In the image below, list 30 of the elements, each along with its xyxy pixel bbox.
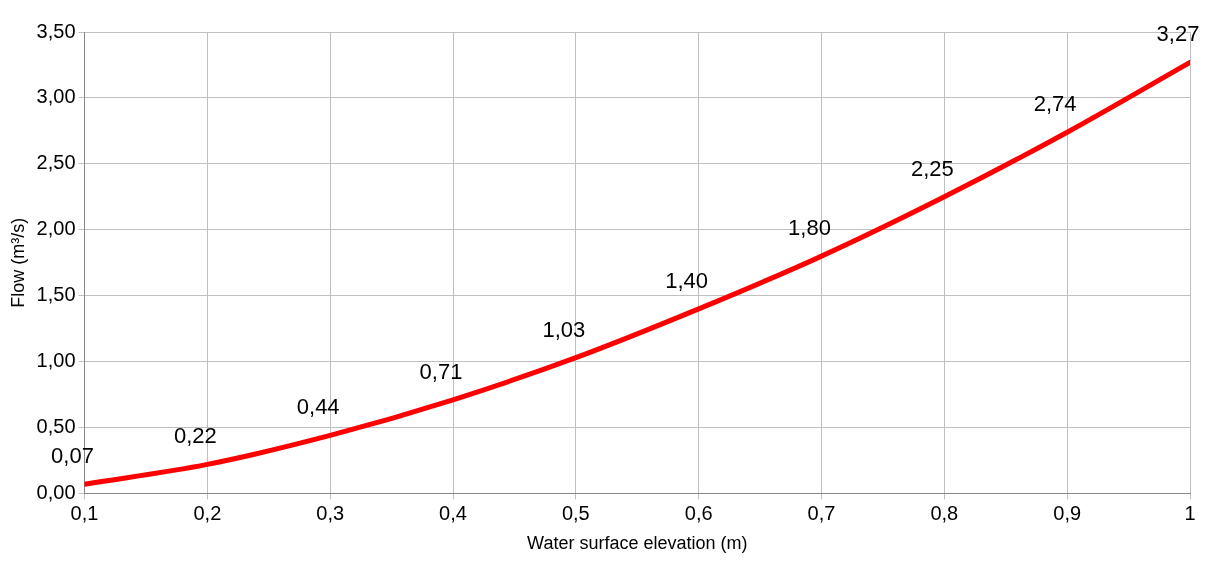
data-label: 1,80 [788, 215, 831, 241]
x-tick-label: 0,9 [1053, 501, 1082, 524]
x-tick-label: 0,1 [70, 501, 99, 524]
x-tick-label: 0,7 [807, 501, 836, 524]
data-label: 2,25 [910, 155, 954, 181]
data-label: 0,44 [296, 394, 340, 420]
data-label: 2,74 [1033, 91, 1077, 117]
data-label: 0,07 [51, 443, 94, 469]
y-tick-label: 0,50 [36, 415, 76, 437]
y-tick-label: 1,50 [36, 283, 76, 306]
x-tick-label: 0,6 [684, 501, 713, 524]
y-tick-label: 0,00 [36, 480, 76, 503]
x-tick-label: 0,5 [561, 501, 590, 524]
y-tick-label: 3,00 [36, 85, 76, 108]
y-tick-label: 2,00 [36, 217, 76, 240]
x-tick-label: 0,3 [316, 501, 345, 524]
data-label: 3,27 [1156, 21, 1200, 47]
x-tick-label: 0,8 [930, 501, 959, 524]
data-label: 1,40 [665, 267, 709, 293]
x-tick-label: 1 [1184, 501, 1196, 524]
data-label: 1,03 [542, 316, 586, 342]
x-axis-title: Water surface elevation (m) [527, 533, 748, 554]
y-tick-label: 1,00 [36, 349, 76, 372]
y-axis-title: Flow (m³/s) [7, 217, 28, 308]
y-tick-label: 3,50 [36, 19, 76, 42]
x-tick-label: 0,2 [193, 501, 222, 524]
y-tick-label: 2,50 [36, 151, 76, 174]
data-label: 0,71 [419, 358, 463, 384]
data-label: 0,22 [173, 423, 217, 449]
x-tick-label: 0,4 [439, 501, 467, 524]
